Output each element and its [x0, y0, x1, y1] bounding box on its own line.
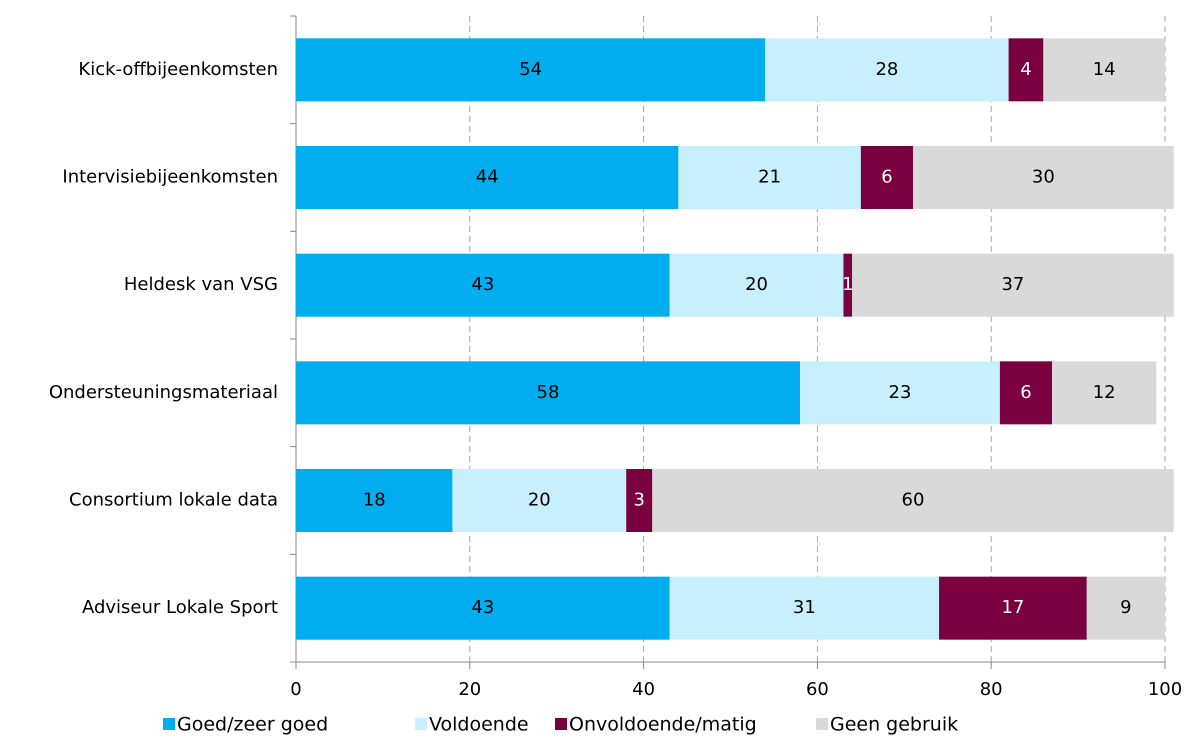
- x-tick-label: 40: [632, 679, 655, 700]
- value-label: 58: [537, 382, 560, 403]
- legend-label: Goed/zeer goed: [177, 714, 328, 736]
- y-tick-label: Heldesk van VSG: [124, 274, 278, 295]
- value-label: 37: [1001, 274, 1024, 295]
- bar-segment: [296, 146, 679, 209]
- value-label: 17: [1001, 597, 1024, 618]
- value-label: 43: [471, 274, 494, 295]
- value-label: 23: [889, 382, 912, 403]
- x-tick-label: 100: [1148, 679, 1182, 700]
- bar-segment: [939, 576, 1087, 640]
- bar-segment: [296, 469, 453, 532]
- value-label: 3: [634, 490, 645, 511]
- x-tick-label: 80: [980, 679, 1003, 700]
- bar-segment: [452, 469, 627, 532]
- x-tick-label: 0: [290, 679, 301, 700]
- bar-segment: [669, 576, 940, 640]
- y-tick-label: Ondersteuningsmateriaal: [49, 382, 278, 403]
- legend-label: Geen gebruik: [830, 714, 958, 736]
- bar-segment: [296, 576, 670, 640]
- bar-segment: [860, 146, 913, 209]
- value-label: 44: [476, 167, 499, 188]
- value-label: 6: [1020, 382, 1031, 403]
- bar-segment: [626, 469, 653, 532]
- value-label: 9: [1120, 597, 1131, 618]
- legend-swatch: [555, 718, 567, 730]
- bar-segment: [800, 361, 1000, 425]
- value-label: 20: [745, 274, 768, 295]
- legend-label: Onvoldoende/matig: [569, 714, 757, 736]
- legend-label: Voldoende: [429, 714, 529, 736]
- legend-swatch: [163, 718, 175, 730]
- value-label: 6: [881, 167, 892, 188]
- bar-segment: [852, 253, 1174, 317]
- bar-segment: [296, 38, 766, 102]
- legend-swatch: [415, 718, 427, 730]
- value-label: 54: [519, 59, 542, 80]
- value-label: 43: [471, 597, 494, 618]
- bar-segment: [296, 361, 801, 425]
- value-label: 28: [875, 59, 898, 80]
- bar-segment: [1086, 576, 1165, 640]
- value-label: 21: [758, 167, 781, 188]
- x-tick-label: 60: [806, 679, 829, 700]
- value-label: 1: [842, 274, 853, 295]
- bar-segment: [678, 146, 861, 209]
- bar-segment: [669, 253, 844, 317]
- bar-segment: [296, 253, 670, 317]
- bar-segment: [765, 38, 1009, 102]
- bar-segment: [1043, 38, 1165, 102]
- bar-segment: [1052, 361, 1157, 425]
- legend-swatch: [816, 718, 828, 730]
- y-tick-label: Intervisiebijeenkomsten: [62, 167, 278, 188]
- y-tick-label: Adviseur Lokale Sport: [82, 597, 278, 618]
- value-label: 60: [902, 490, 925, 511]
- bar-segment: [912, 146, 1174, 209]
- bar-segment: [999, 361, 1053, 425]
- value-label: 14: [1093, 59, 1116, 80]
- value-label: 18: [363, 490, 386, 511]
- value-label: 12: [1093, 382, 1116, 403]
- value-label: 31: [793, 597, 816, 618]
- value-label: 4: [1020, 59, 1031, 80]
- x-tick-label: 20: [458, 679, 481, 700]
- value-label: 30: [1032, 167, 1055, 188]
- y-tick-label: Kick-offbijeenkomsten: [78, 59, 278, 80]
- bar-segment: [843, 253, 853, 317]
- bar-segment: [1008, 38, 1044, 102]
- value-label: 20: [528, 490, 551, 511]
- bar-segment: [652, 469, 1174, 532]
- y-tick-label: Consortium lokale data: [69, 490, 278, 511]
